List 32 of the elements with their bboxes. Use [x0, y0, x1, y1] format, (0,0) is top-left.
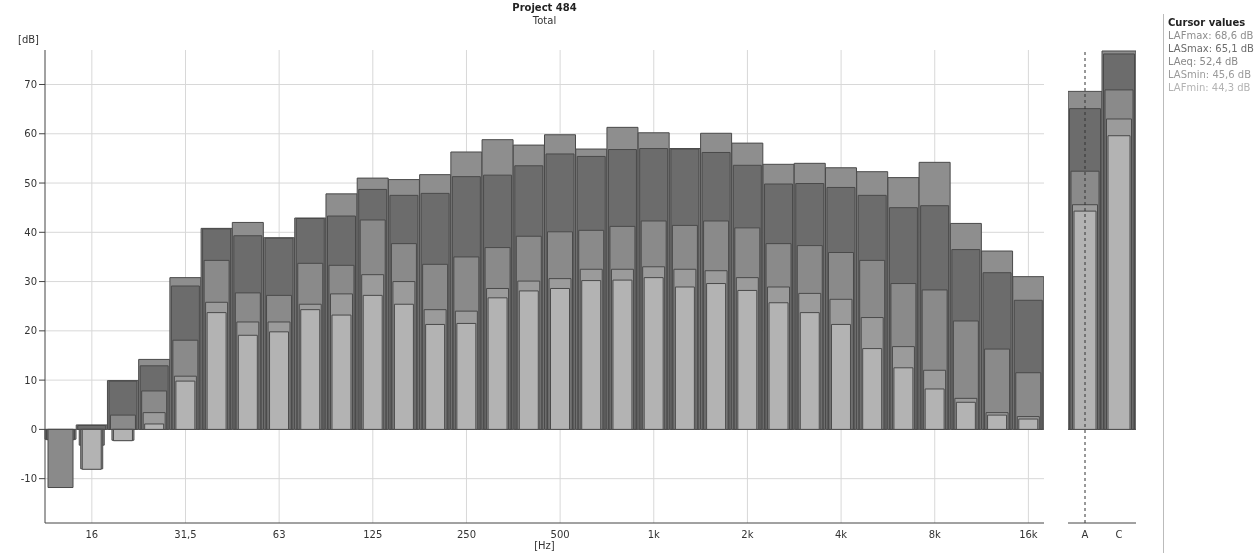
x-tick-label: 500	[550, 529, 570, 541]
x-tick-label: 63	[272, 529, 286, 541]
y-tick-label: 20	[24, 325, 37, 337]
y-tick-label: 70	[24, 79, 37, 91]
x-tick-label: C	[1115, 529, 1123, 541]
x-tick-label: A	[1081, 529, 1089, 541]
legend-title: Cursor values	[1168, 16, 1247, 29]
chart-title: Project 484	[511, 2, 578, 13]
x-tick-label: 16	[85, 529, 99, 541]
text: LAFmin: 44,3 dB	[1168, 81, 1252, 94]
text: LASmin: 45,6 dB	[1168, 68, 1253, 81]
y-tick-label: 60	[24, 128, 37, 140]
chart-subtitle: Total	[531, 15, 558, 26]
x-tick-label: 16k	[1019, 529, 1038, 541]
y-axis-title: [dB]	[18, 34, 40, 45]
text: LAFmax: 68,6 dB	[1168, 29, 1254, 42]
x-tick-label: 1k	[647, 529, 661, 541]
text: LASmax: 65,1 dB	[1168, 42, 1254, 55]
x-tick-label: 250	[456, 529, 476, 541]
y-tick-label: 40	[24, 226, 37, 238]
x-tick-label: 4k	[835, 529, 848, 541]
y-tick-label: 0	[30, 423, 37, 435]
x-tick-label: 125	[363, 529, 383, 541]
text: LAeq: 52,4 dB	[1168, 55, 1240, 68]
y-tick-label: 30	[24, 276, 37, 288]
y-tick-label: 50	[24, 177, 37, 189]
y-tick-label: 10	[24, 374, 37, 386]
x-tick-label: 2k	[741, 529, 754, 541]
x-tick-label: 8k	[928, 529, 942, 541]
x-axis-title: [Hz]	[533, 540, 556, 551]
x-tick-label: 31,5	[174, 529, 197, 541]
y-tick-label: -10	[20, 473, 37, 485]
